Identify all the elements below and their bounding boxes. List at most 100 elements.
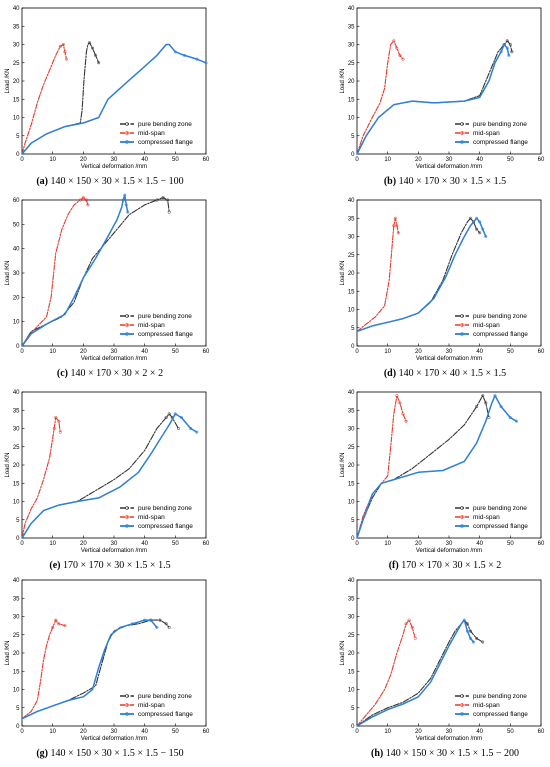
legend-marker [125, 131, 129, 135]
x-tick-label: 10 [384, 349, 391, 355]
x-tick-label: 30 [446, 541, 453, 547]
y-tick-label: 15 [348, 669, 355, 675]
x-tick-label: 60 [203, 729, 210, 735]
plot-frame [21, 579, 207, 727]
data-point [123, 193, 127, 197]
y-tick-label: 10 [13, 320, 20, 326]
data-point [481, 227, 485, 231]
data-point [398, 401, 402, 405]
x-tick-label: 30 [446, 729, 453, 735]
data-point [121, 198, 125, 202]
legend-marker [125, 712, 129, 716]
x-tick-label: 0 [355, 541, 359, 547]
y-tick-label: 0 [351, 724, 355, 730]
data-point [396, 231, 400, 235]
x-axis-label: Vertical deformation /mm [416, 164, 482, 170]
panel-caption: (e) 170 × 170 × 30 × 1.5 × 1.5 [49, 560, 170, 571]
series-line-compressed-flange [356, 619, 475, 727]
y-tick-label: 10 [13, 116, 20, 122]
data-point [484, 401, 488, 405]
x-tick-label: 40 [476, 541, 483, 547]
y-tick-label: 15 [13, 97, 20, 103]
data-point [493, 394, 497, 398]
legend-marker [125, 323, 129, 327]
legend-label: compressed flange [473, 139, 528, 146]
y-tick-label: 10 [348, 116, 355, 122]
data-point [401, 57, 405, 61]
x-tick-label: 10 [384, 541, 391, 547]
x-tick-label: 30 [111, 157, 118, 163]
y-tick-label: 25 [348, 445, 355, 451]
legend-label: mid-span [473, 702, 500, 709]
x-tick-label: 10 [384, 729, 391, 735]
data-point [173, 412, 177, 416]
y-tick-label: 0 [351, 536, 355, 542]
x-tick-label: 20 [80, 541, 87, 547]
data-point [395, 46, 399, 50]
x-tick-label: 60 [538, 541, 545, 547]
panel-caption-label: (e) [49, 560, 60, 571]
x-tick-label: 20 [80, 157, 87, 163]
x-tick-label: 10 [49, 349, 56, 355]
plot-frame [356, 7, 542, 155]
panel-caption-label: (c) [57, 368, 68, 379]
y-axis-label: Load /KN [340, 640, 346, 665]
x-tick-label: 40 [141, 349, 148, 355]
data-point [57, 419, 61, 423]
y-tick-label: 30 [348, 235, 355, 241]
y-tick-label: 20 [13, 79, 20, 85]
data-point [155, 625, 159, 630]
legend-marker [460, 506, 464, 510]
x-tick-label: 50 [507, 541, 514, 547]
x-tick-label: 60 [538, 349, 545, 355]
data-point [514, 419, 519, 423]
panel-caption: (f) 170 × 170 × 30 × 1.5 × 2 [389, 560, 502, 571]
y-tick-label: 25 [13, 61, 20, 67]
plot-frame [356, 199, 542, 347]
x-tick-label: 60 [203, 349, 210, 355]
legend-marker [460, 515, 464, 519]
y-tick-label: 35 [348, 216, 355, 222]
legend-label: pure bending zone [473, 121, 527, 128]
legend-marker [460, 703, 464, 707]
data-point [161, 196, 165, 200]
data-point [167, 210, 171, 214]
legend-marker [460, 314, 464, 318]
data-point [195, 430, 199, 434]
y-axis-label: Load /KN [340, 68, 346, 93]
legend-label: compressed flange [138, 523, 193, 530]
panel-caption-text: 140 × 170 × 30 × 2 × 2 [68, 368, 163, 379]
data-point [155, 198, 159, 202]
legend-label: mid-span [138, 702, 165, 709]
legend-label: mid-span [473, 130, 500, 137]
y-tick-label: 20 [348, 463, 355, 469]
legend-marker [460, 131, 464, 135]
x-axis-label: Vertical deformation /mm [416, 548, 482, 554]
y-tick-label: 20 [348, 651, 355, 657]
data-point [465, 629, 469, 633]
data-point [499, 50, 503, 54]
x-tick-label: 50 [172, 541, 179, 547]
data-point [90, 46, 95, 50]
y-axis-label: Load /KN [5, 260, 11, 285]
y-tick-label: 60 [13, 198, 20, 204]
plot-frame [356, 391, 542, 539]
data-point [404, 622, 408, 626]
x-tick-label: 10 [384, 157, 391, 163]
y-tick-label: 40 [13, 247, 20, 253]
y-tick-label: 40 [13, 390, 20, 396]
x-tick-label: 50 [507, 349, 514, 355]
panel-caption-label: (b) [384, 176, 396, 187]
panel-caption: (a) 140 × 150 × 30 × 1.5 × 1.5 − 100 [36, 176, 183, 187]
legend-marker [460, 694, 464, 698]
x-tick-label: 0 [355, 729, 359, 735]
data-point [478, 231, 482, 235]
y-tick-label: 5 [16, 134, 20, 140]
data-point [97, 61, 101, 65]
data-point [413, 636, 417, 640]
x-tick-label: 0 [355, 349, 359, 355]
legend-label: pure bending zone [473, 313, 527, 320]
legend-label: mid-span [138, 514, 165, 521]
